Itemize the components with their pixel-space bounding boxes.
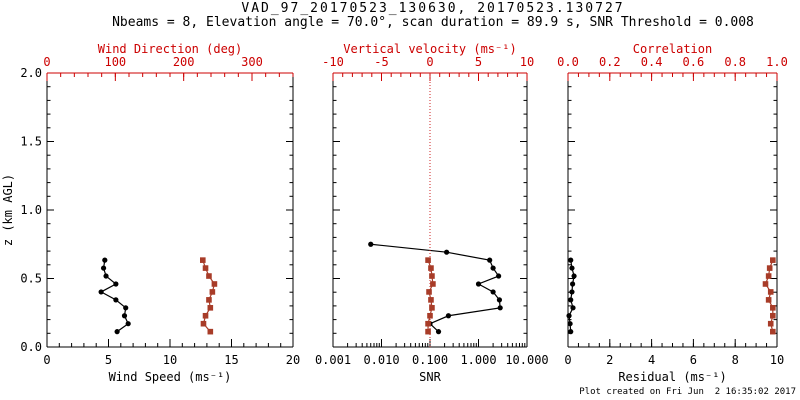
svg-text:200: 200 (173, 55, 195, 69)
svg-text:15: 15 (224, 353, 238, 367)
svg-text:0.6: 0.6 (683, 55, 705, 69)
svg-text:2.0: 2.0 (20, 66, 42, 80)
svg-text:-10: -10 (322, 55, 344, 69)
svg-text:-5: -5 (374, 55, 388, 69)
svg-text:6: 6 (690, 353, 697, 367)
svg-text:Vertical velocity (ms⁻¹): Vertical velocity (ms⁻¹) (343, 42, 516, 56)
plot-title: VAD_97_20170523_130630, 20170523.130727 (241, 1, 625, 16)
svg-text:Correlation: Correlation (633, 42, 712, 56)
svg-text:0.0: 0.0 (20, 340, 42, 354)
svg-text:300: 300 (241, 55, 263, 69)
svg-text:10: 10 (770, 353, 784, 367)
svg-text:Wind Direction (deg): Wind Direction (deg) (98, 42, 243, 56)
svg-text:0.4: 0.4 (641, 55, 663, 69)
plot-created-timestamp: Plot created on Fri Jun 2 16:35:02 2017 (579, 387, 796, 397)
svg-text:100: 100 (104, 55, 126, 69)
svg-text:0: 0 (43, 353, 50, 367)
svg-text:5: 5 (105, 353, 112, 367)
svg-text:2: 2 (606, 353, 613, 367)
svg-text:0.8: 0.8 (724, 55, 746, 69)
svg-text:0: 0 (43, 55, 50, 69)
svg-text:z (km AGL): z (km AGL) (1, 174, 15, 246)
svg-text:0.010: 0.010 (363, 353, 399, 367)
svg-text:0.001: 0.001 (315, 353, 351, 367)
svg-text:1.5: 1.5 (20, 135, 42, 149)
svg-text:10.000: 10.000 (505, 353, 548, 367)
svg-text:5: 5 (475, 55, 482, 69)
svg-text:10: 10 (163, 353, 177, 367)
svg-text:SNR: SNR (419, 370, 441, 384)
panel-wind: 0.0 0.5 1.0 1.5 2.0 z (km AGL) 0 5 10 15 20 Wind Sp… (1, 42, 300, 384)
svg-text:0.5: 0.5 (20, 272, 42, 286)
svg-text:Residual (ms⁻¹): Residual (ms⁻¹) (618, 370, 726, 384)
svg-text:1.0: 1.0 (766, 55, 788, 69)
svg-text:4: 4 (648, 353, 655, 367)
svg-text:8: 8 (732, 353, 739, 367)
svg-text:20: 20 (286, 353, 300, 367)
svg-text:0.0: 0.0 (557, 55, 579, 69)
svg-text:0.100: 0.100 (412, 353, 448, 367)
svg-text:0: 0 (426, 55, 433, 69)
svg-text:0.2: 0.2 (599, 55, 621, 69)
svg-text:0: 0 (564, 353, 571, 367)
svg-text:1.0: 1.0 (20, 203, 42, 217)
svg-text:1.000: 1.000 (460, 353, 496, 367)
panel-residual: 0 2 4 6 8 10 Residual (ms⁻¹) 0.0 0.2 0.4 0.6 0.8 1.0… (557, 42, 788, 384)
panel-snr: 0.001 0.010 0.100 1.000 10.000 SNR -10 -5 0 5 10 Ve… (315, 42, 549, 384)
svg-text:10: 10 (520, 55, 534, 69)
svg-text:Wind Speed (ms⁻¹): Wind Speed (ms⁻¹) (109, 370, 232, 384)
plot-subtitle: Nbeams = 8, Elevation angle = 70.0°, sca… (112, 15, 754, 30)
